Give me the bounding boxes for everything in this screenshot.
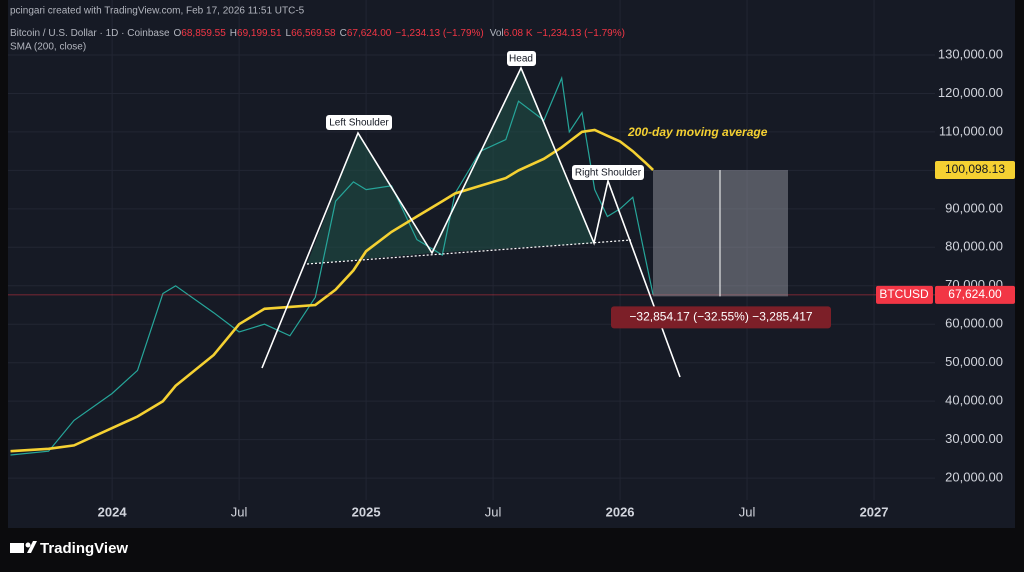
pattern-line xyxy=(261,66,681,378)
measure-label: −32,854.17 (−32.55%) −3,285,417 xyxy=(629,310,812,324)
annotation: Left Shoulder xyxy=(329,118,389,129)
change: −1,234.13 (−1.79%) xyxy=(395,28,483,39)
x-tick-label: 2024 xyxy=(98,504,128,519)
price-badge xyxy=(935,285,1015,304)
sma-line xyxy=(10,128,655,453)
y-tick-label: 90,000.00 xyxy=(945,200,1003,215)
symbol-badge xyxy=(876,285,933,304)
y-tick-label: 50,000.00 xyxy=(945,354,1003,369)
plot-background xyxy=(8,0,1015,528)
watermark: pcingari created with TradingView.com, F… xyxy=(10,6,305,17)
price-badge xyxy=(935,161,1015,180)
x-tick-label: Jul xyxy=(231,504,248,519)
y-axis-background xyxy=(935,0,1015,528)
y-tick-label: 120,000.00 xyxy=(938,85,1003,100)
annotation: Right Shoulder xyxy=(575,168,642,179)
logo xyxy=(27,541,37,553)
sma-note: 200-day moving average xyxy=(627,125,768,139)
vol-key: Vol xyxy=(490,28,504,39)
logo xyxy=(10,543,24,553)
ohlc-value: 68,859.55 xyxy=(181,28,226,39)
logo xyxy=(25,542,31,548)
ohlc-key: C xyxy=(340,28,347,39)
x-tick-label: 2026 xyxy=(606,504,635,519)
y-tick-label: 80,000.00 xyxy=(945,239,1003,254)
x-tick-label: 2025 xyxy=(352,504,381,519)
y-tick-label: 20,000.00 xyxy=(945,470,1003,485)
x-tick-label: 2027 xyxy=(860,504,889,519)
y-tick-label: 130,000.00 xyxy=(938,46,1003,61)
x-tick-label: Jul xyxy=(485,504,502,519)
ohlc-key: H xyxy=(230,28,237,39)
y-tick-label: 60,000.00 xyxy=(945,316,1003,331)
legend-line: Bitcoin / U.S. Dollar · 1D · Coinbase O68… xyxy=(10,28,625,39)
indicator: SMA (200, close) xyxy=(10,42,86,53)
price-label: 67,624.00 xyxy=(948,287,1002,301)
measure-label-box xyxy=(611,306,831,329)
price-label: 100,098.13 xyxy=(945,162,1005,176)
brand: TradingView xyxy=(10,540,128,557)
symbol: Bitcoin / U.S. Dollar · 1D · Coinbase xyxy=(10,28,170,39)
brand-name: TradingView xyxy=(40,540,128,557)
y-tick-label: 40,000.00 xyxy=(945,393,1003,408)
annotation-box xyxy=(572,165,644,180)
symbol-label: BTCUSD xyxy=(879,287,929,301)
pattern-fill xyxy=(432,68,594,253)
annotation-box xyxy=(507,51,536,66)
ohlc-key: O xyxy=(174,28,182,39)
annotation: Head xyxy=(509,54,533,65)
vol-change: −1,234.13 (−1.79%) xyxy=(537,28,625,39)
y-tick-label: 110,000.00 xyxy=(939,123,1003,138)
ohlc-value: 66,569.58 xyxy=(291,28,336,39)
x-tick-label: Jul xyxy=(739,504,756,519)
ohlc-key: L xyxy=(286,28,292,39)
ohlc-value: 69,199.51 xyxy=(237,28,282,39)
ohlc-value: 67,624.00 xyxy=(347,28,392,39)
annotation-box xyxy=(326,115,392,130)
pattern-fill xyxy=(307,133,432,264)
y-tick-label: 30,000.00 xyxy=(945,431,1003,446)
vol-value: 6.08 K xyxy=(504,28,533,39)
